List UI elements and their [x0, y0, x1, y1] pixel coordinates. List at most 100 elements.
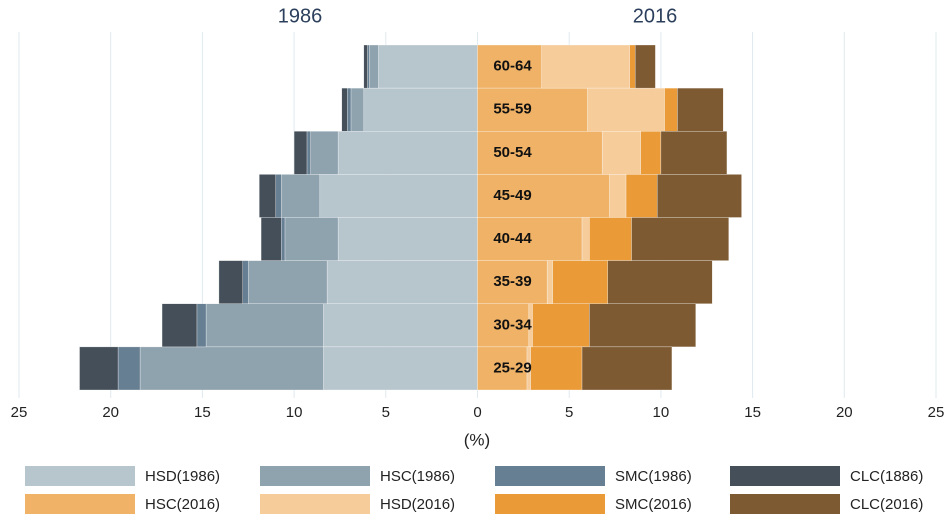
bar-segment	[139, 346, 324, 391]
bar-segment	[587, 87, 665, 132]
bar-segment	[363, 87, 478, 132]
legend-item: HSD(1986)	[25, 466, 220, 486]
legend-label: SMC(1986)	[615, 468, 692, 485]
bar-segment	[275, 174, 282, 218]
legend-swatch	[260, 466, 370, 486]
left-title: 1986	[278, 5, 323, 27]
bar-segment	[634, 44, 656, 89]
legend-label: HSC(2016)	[145, 496, 220, 513]
bar-segment	[310, 131, 339, 175]
legend-swatch	[730, 466, 840, 486]
bar-segment	[281, 217, 286, 261]
legend-swatch	[495, 494, 605, 514]
bar-segment	[369, 44, 379, 89]
x-tick-label: 5	[565, 404, 573, 421]
bar-segment	[581, 346, 673, 391]
legend-swatch	[25, 494, 135, 514]
bar-segment	[337, 217, 478, 261]
x-tick-label: 15	[744, 404, 761, 421]
x-tick-label: 10	[653, 404, 670, 421]
bar-segment	[350, 87, 365, 132]
bar-segment	[477, 87, 588, 132]
bar-segment	[607, 260, 713, 304]
bar-segment	[530, 346, 583, 391]
legend-item: HSD(2016)	[260, 494, 455, 514]
bar-segment	[337, 131, 478, 175]
bar-segment	[218, 260, 243, 304]
bar-segment	[660, 131, 728, 175]
bar-segment	[589, 303, 696, 348]
bar-segment	[79, 346, 119, 391]
legend-swatch	[495, 466, 605, 486]
x-tick-label: 20	[102, 404, 119, 421]
legend-item: SMC(2016)	[495, 494, 692, 514]
x-tick-label: 0	[473, 404, 481, 421]
x-tick-label: 25	[928, 404, 945, 421]
legend-item: SMC(1986)	[495, 466, 692, 486]
x-tick-label: 20	[836, 404, 853, 421]
bar-segment	[631, 217, 730, 261]
bar-segment	[532, 303, 590, 348]
legend-label: CLC(2016)	[850, 496, 923, 513]
bar-segment	[677, 87, 724, 132]
legend-item: HSC(1986)	[260, 466, 455, 486]
bar-segment	[367, 44, 370, 89]
category-label: 25-29	[493, 359, 531, 376]
bar-segment	[248, 260, 328, 304]
legend-swatch	[730, 494, 840, 514]
bar-segment	[242, 260, 249, 304]
legend-label: HSD(1986)	[145, 468, 220, 485]
category-label: 45-49	[493, 187, 531, 204]
right-title: 2016	[633, 5, 678, 27]
x-tick-label: 10	[286, 404, 303, 421]
bar-segment	[477, 131, 603, 175]
bar-segment	[281, 174, 321, 218]
legend-label: CLC(1886)	[850, 468, 923, 485]
legend-item: HSC(2016)	[25, 494, 220, 514]
bar-segment	[326, 260, 478, 304]
bar-segment	[656, 174, 742, 218]
bar-segment	[477, 44, 542, 89]
legend-item: CLC(1886)	[730, 466, 923, 486]
bar-segment	[609, 174, 627, 218]
category-label: 35-39	[493, 273, 531, 290]
legend-swatch	[260, 494, 370, 514]
bar-segment	[477, 260, 548, 304]
x-tick-label: 15	[194, 404, 211, 421]
bar-segment	[323, 346, 478, 391]
legend-label: HSC(1986)	[380, 468, 455, 485]
bar-segment	[347, 87, 352, 132]
x-tick-label: 5	[382, 404, 390, 421]
category-label: 40-44	[493, 230, 532, 247]
bar-segment	[477, 303, 530, 348]
bar-segment	[341, 87, 348, 132]
bar-segment	[363, 44, 368, 89]
bar-segment	[477, 174, 610, 218]
bar-segment	[625, 174, 658, 218]
bar-segment	[259, 174, 277, 218]
legend-item: CLC(2016)	[730, 494, 923, 514]
legend-label: SMC(2016)	[615, 496, 692, 513]
category-label: 50-54	[493, 144, 532, 161]
bar-segment	[640, 131, 662, 175]
bar-segment	[319, 174, 478, 218]
legend-label: HSD(2016)	[380, 496, 455, 513]
bar-segment	[601, 131, 641, 175]
legend-swatch	[25, 466, 135, 486]
bar-segment	[323, 303, 478, 348]
bar-segment	[260, 217, 282, 261]
bar-segment	[306, 131, 311, 175]
bar-segment	[552, 260, 608, 304]
bar-segment	[541, 44, 630, 89]
x-axis-label: (%)	[464, 430, 490, 449]
bar-segment	[629, 44, 636, 89]
bar-segment	[664, 87, 678, 132]
category-label: 55-59	[493, 101, 531, 118]
bar-segment	[581, 217, 590, 261]
bar-segment	[546, 260, 553, 304]
bar-segment	[293, 131, 308, 175]
bar-segment	[196, 303, 207, 348]
bar-segment	[284, 217, 339, 261]
category-label: 60-64	[493, 58, 532, 75]
